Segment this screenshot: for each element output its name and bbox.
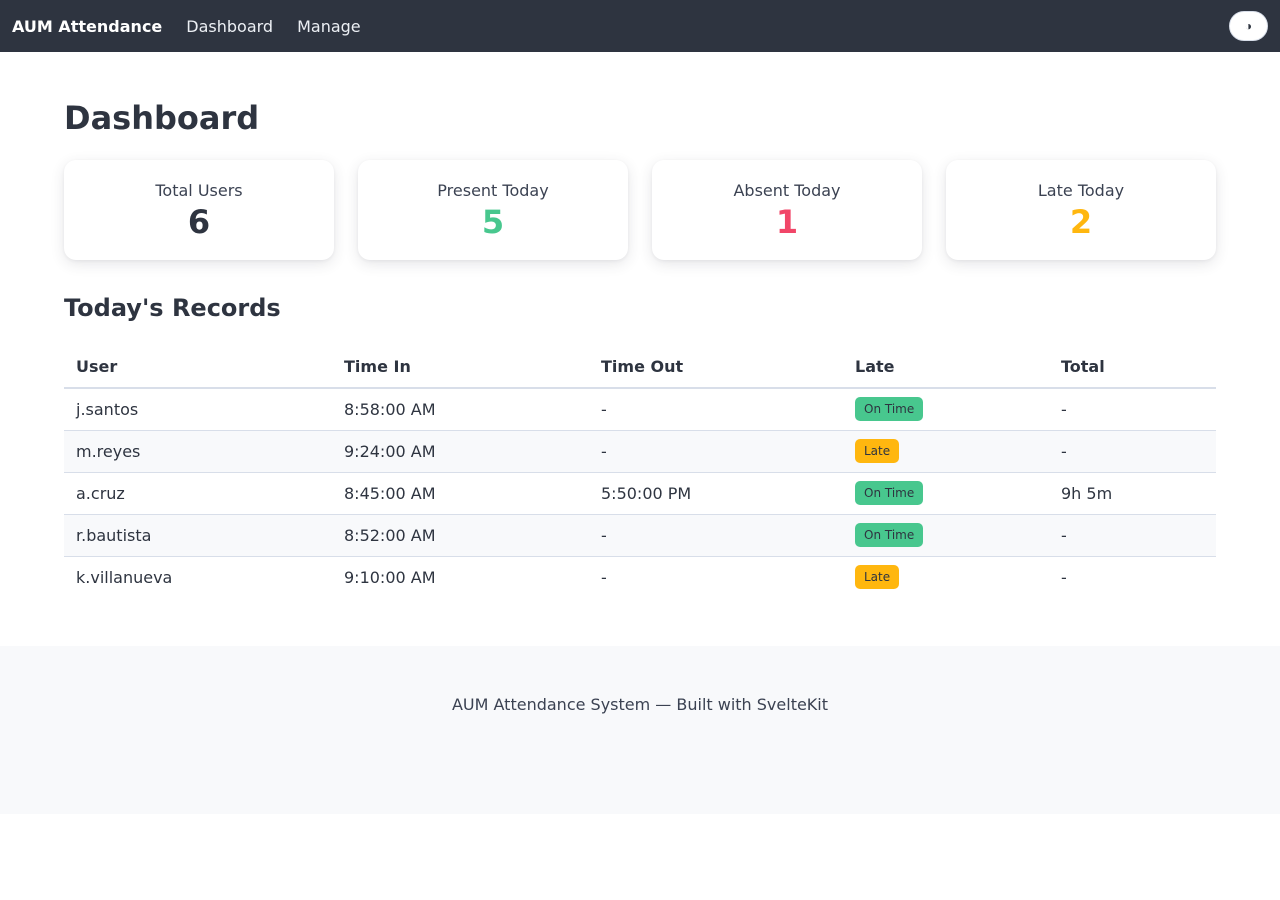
cell-user: m.reyes — [64, 430, 332, 473]
cell-late: Late — [843, 430, 1049, 473]
records-table: User Time In Time Out Late Total j.santo… — [64, 346, 1216, 598]
stats-row: Total Users 6 Present Today 5 Absent Tod… — [64, 160, 1216, 260]
cell-time-in: 8:45:00 AM — [332, 472, 589, 515]
late-status-badge: On Time — [855, 481, 924, 505]
stat-value: 6 — [187, 203, 211, 241]
cell-late: On Time — [843, 472, 1049, 515]
main-content: Dashboard Total Users 6 Present Today 5 … — [64, 96, 1216, 598]
cell-user: k.villanueva — [76, 567, 173, 587]
column-header-late: Late — [843, 346, 1049, 389]
brand-link[interactable]: AUM Attendance — [12, 16, 163, 36]
cell-time-in: 8:52:00 AM — [332, 514, 589, 557]
cell-time-in: 9:24:00 AM — [332, 430, 589, 473]
stat-label: Late Today — [1037, 181, 1125, 200]
cell-total: - — [1061, 567, 1067, 587]
stat-card-total-users: Total Users 6 — [64, 160, 334, 260]
cell-late: Late — [843, 556, 1049, 598]
cell-time-in: 8:58:00 AM — [332, 388, 589, 431]
cell-time-out: 5:50:00 PM — [589, 472, 843, 515]
column-header-time-out: Time Out — [589, 346, 843, 389]
footer-text: AUM Attendance System — Built with Svelt… — [451, 695, 829, 714]
cell-user: r.bautista — [64, 514, 332, 557]
cell-time-out: - — [589, 430, 843, 473]
column-header-total: Total — [1049, 346, 1216, 389]
table-row: r.bautista 8:52:00 AM - On Time - — [64, 514, 1216, 557]
table-header-row: User Time In Time Out Late Total — [64, 346, 1216, 389]
late-status-badge: Late — [855, 439, 900, 463]
cell-user: a.cruz — [64, 472, 332, 515]
stat-value: 1 — [775, 203, 799, 241]
stat-card-present-today: Present Today 5 — [358, 160, 628, 260]
cell-total: - — [1049, 430, 1216, 473]
table-row: j.santos 8:58:00 AM - On Time - — [64, 388, 1216, 431]
cell-time-in: 9:10:00 AM — [344, 567, 436, 587]
footer: AUM Attendance System — Built with Svelt… — [0, 646, 1280, 814]
late-status-badge: On Time — [855, 397, 924, 422]
theme-toggle-button[interactable]: ◑ — [1229, 11, 1268, 41]
stat-label: Total Users — [155, 181, 243, 200]
table-row: k.villanueva 9:10:00 AM - Late - — [64, 556, 1216, 598]
cell-total: - — [1049, 514, 1216, 557]
nav-link-dashboard[interactable]: Dashboard — [186, 16, 274, 36]
page-title: Dashboard — [64, 99, 260, 137]
cell-late: On Time — [843, 514, 1049, 557]
stat-label: Absent Today — [733, 181, 841, 200]
column-header-time-in: Time In — [332, 346, 589, 389]
records-title: Today's Records — [64, 294, 281, 322]
late-status-badge: Late — [855, 565, 900, 590]
nav-link-manage[interactable]: Manage — [297, 16, 361, 36]
cell-late: On Time — [843, 388, 1049, 431]
cell-total: 9h 5m — [1049, 472, 1216, 515]
stat-value: 2 — [1069, 203, 1093, 241]
navbar: AUM Attendance Dashboard Manage ◑ — [0, 0, 1280, 52]
cell-total: - — [1049, 388, 1216, 431]
theme-toggle-icon: ◑ — [1244, 19, 1253, 33]
table-row: m.reyes 9:24:00 AM - Late - — [64, 430, 1216, 473]
stat-label: Present Today — [437, 181, 549, 200]
cell-user: j.santos — [64, 388, 332, 431]
stat-card-absent-today: Absent Today 1 — [652, 160, 922, 260]
stat-value: 5 — [481, 203, 505, 241]
table-row: a.cruz 8:45:00 AM 5:50:00 PM On Time 9h … — [64, 472, 1216, 515]
cell-time-out: - — [589, 388, 843, 431]
cell-time-out: - — [589, 514, 843, 557]
late-status-badge: On Time — [855, 523, 924, 547]
stat-card-late-today: Late Today 2 — [946, 160, 1216, 260]
cell-time-out: - — [601, 567, 607, 587]
column-header-user: User — [64, 346, 332, 389]
